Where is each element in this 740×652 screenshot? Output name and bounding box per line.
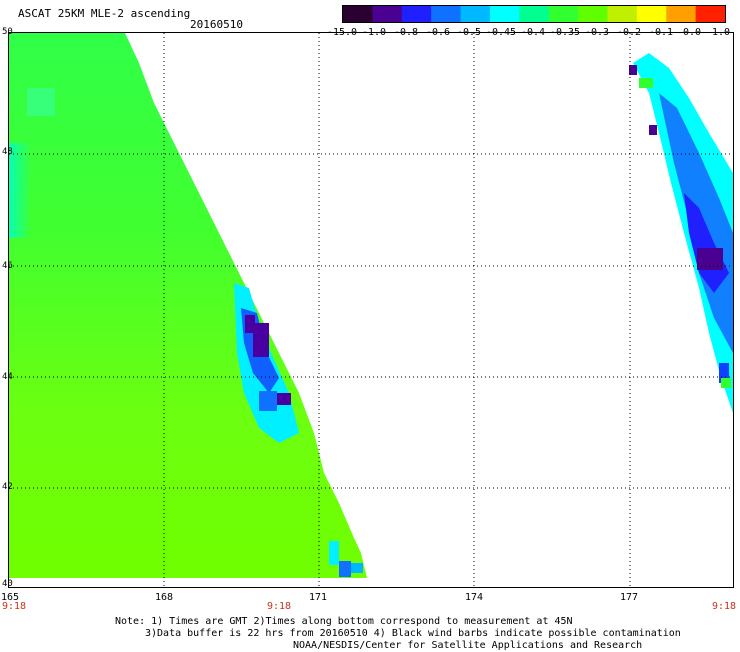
lat-label: 48 <box>2 147 13 157</box>
lon-label: 165 <box>0 592 20 603</box>
lat-label: 46 <box>2 261 13 271</box>
colorbar-swatch <box>343 6 373 22</box>
map-date: 20160510 <box>190 18 243 31</box>
lat-label: 40 <box>2 579 13 589</box>
colorbar-swatch <box>401 6 432 22</box>
lat-label: 50 <box>2 27 13 37</box>
colorbar-swatch <box>607 6 638 22</box>
graticule <box>9 33 733 587</box>
map-field <box>9 33 733 587</box>
note-line: NOAA/NESDIS/Center for Satellite Applica… <box>293 640 643 651</box>
colorbar-swatch <box>578 6 608 22</box>
colorbar-swatch <box>666 6 697 22</box>
swath-right <box>633 53 733 413</box>
colorbar-swatch <box>431 6 462 22</box>
note-line: Note: 1) Times are GMT 2)Times along bot… <box>115 616 573 627</box>
lon-label: 171 <box>308 592 328 603</box>
note-line: 3)Data buffer is 22 hrs from 20160510 4)… <box>145 628 681 639</box>
time-label: 9:18 <box>267 601 292 612</box>
swath-left <box>9 33 367 578</box>
colorbar-swatch <box>636 6 667 22</box>
colorbar <box>342 5 726 23</box>
lon-label: 168 <box>154 592 174 603</box>
lon-label: 174 <box>464 592 484 603</box>
lat-label: 44 <box>2 372 13 382</box>
colorbar-swatch <box>548 6 579 22</box>
colorbar-swatch <box>489 6 520 22</box>
colorbar-swatch <box>695 6 725 22</box>
map-panel <box>8 32 734 588</box>
lon-label: 177 <box>619 592 639 603</box>
colorbar-swatch <box>372 6 403 22</box>
notes: Note: 1) Times are GMT 2)Times along bot… <box>115 616 681 652</box>
colorbar-swatch <box>519 6 550 22</box>
time-label: 9:18 <box>712 601 737 612</box>
map-title: ASCAT 25KM MLE-2 ascending <box>18 7 191 20</box>
time-label: 9:18 <box>2 601 27 612</box>
lat-label: 42 <box>2 482 13 492</box>
colorbar-swatch <box>460 6 491 22</box>
